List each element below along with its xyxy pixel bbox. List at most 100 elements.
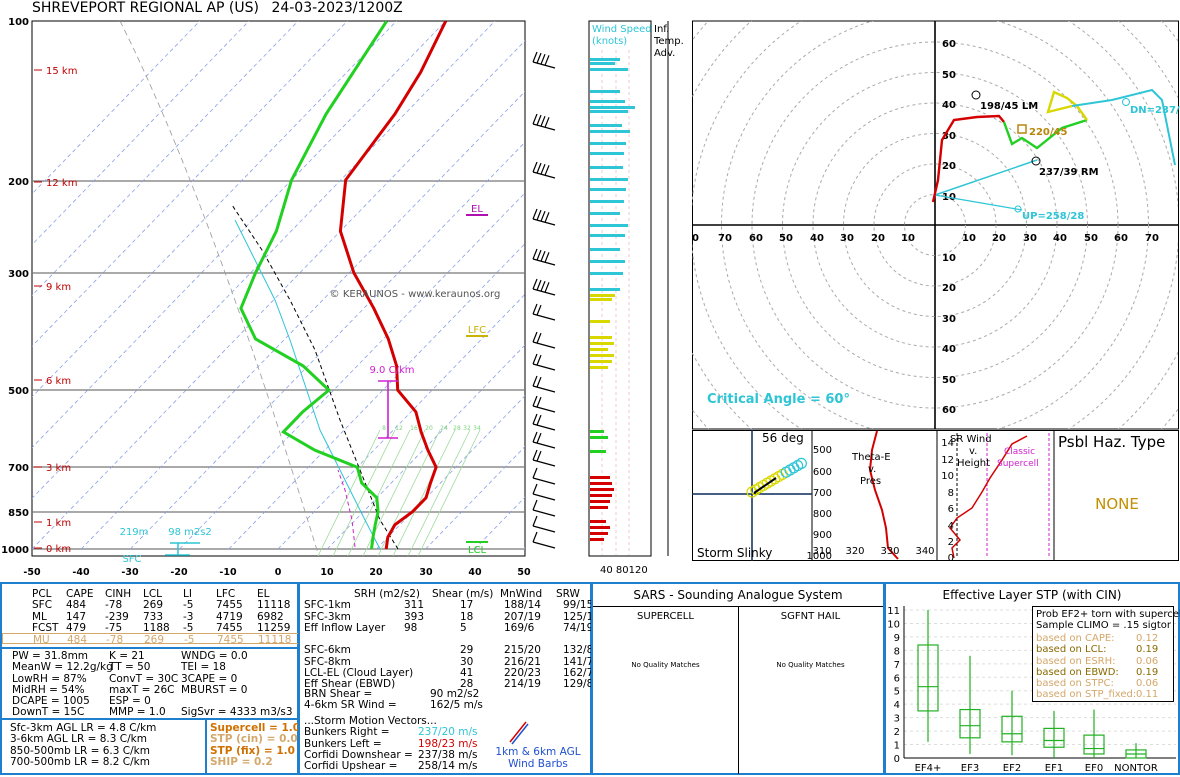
svg-text:4: 4 [948, 521, 954, 532]
lapse-bracket [378, 380, 398, 439]
hodo-trace-9-12km [1071, 88, 1176, 166]
svg-text:32: 32 [463, 425, 471, 432]
wind-barb-flag [532, 303, 538, 315]
svg-text:50: 50 [942, 375, 956, 386]
rm-label: 237/39 RM [1039, 167, 1099, 178]
kinematic-table: SRH (m2/s2) Shear (m/s) MnWind SRW SFC-1… [304, 588, 600, 691]
svg-text:1: 1 [894, 741, 900, 752]
wind-barb-flag [536, 162, 542, 174]
wind-speed-bar [590, 520, 606, 523]
svg-text:20: 20 [942, 161, 956, 172]
wind-barb-flag [532, 161, 538, 173]
wind-barb-flag [536, 414, 542, 426]
wind-speed-bar [590, 476, 610, 479]
kinematic-row: SFC-8km 30 216/21 141/7 [304, 655, 594, 668]
wind-barb-flag [532, 483, 538, 495]
wind-barb-flag [536, 376, 542, 388]
wind-barb-flag [540, 115, 546, 127]
wind-speed-bar [590, 500, 610, 503]
up-label: UP=258/28 [1022, 211, 1084, 222]
parcel-row: SFC 484 -78 269 -5 7455 11118 [32, 599, 291, 612]
stp-box [959, 708, 981, 739]
prob-row: based on ESRH: 0.06 [1036, 655, 1159, 667]
sars-hail-matches: No Quality Matches [776, 661, 845, 669]
svg-text:0 km: 0 km [46, 544, 71, 555]
kinematic-row: SFC-3km 393 18 207/19 125/10 [304, 610, 600, 623]
svg-text:Classic: Classic [1004, 447, 1035, 457]
station-title: SHREVEPORT REGIONAL AP (US) 24-03-2023/1… [32, 0, 403, 16]
wind-barb-flag [536, 450, 542, 462]
wind-barb-flag [536, 52, 542, 64]
sars-title: SARS - Sounding Analogue System [633, 588, 843, 602]
wind-barb-flag [532, 413, 538, 425]
stp-category: EF4+ [915, 763, 942, 774]
wind-barb-flag [532, 331, 538, 343]
svg-text:10: 10 [901, 233, 915, 244]
wind-speed-bar [590, 506, 608, 509]
hodo-trace-0-3km [931, 114, 1005, 203]
parcel-table: PCL CAPE CINH LCL LI LFC EL SFC 484 -78 269… [2, 588, 299, 646]
temp-adv-title-2: Temp. [653, 36, 684, 47]
lm-marker [971, 90, 981, 100]
wind-speed-units: (knots) [592, 36, 627, 47]
svg-text:24: 24 [440, 425, 448, 432]
svg-text:-40: -40 [72, 567, 90, 578]
svg-text:-20: -20 [170, 567, 188, 578]
prob-row: based on STPC: 0.06 [1036, 678, 1159, 690]
wind-barbs-icon [509, 721, 529, 745]
svg-text:310: 310 [812, 546, 831, 557]
svg-text:3: 3 [894, 714, 900, 725]
svg-text:4: 4 [894, 700, 900, 711]
skewt-diagram: 100 200 300 500 700 850 1000 15 km 12 km… [1, 17, 556, 578]
hazard-value: NONE [1095, 495, 1139, 513]
brn-shear: BRN Shear = 90 m2/s2 4-6km SR Wind = 162/5… [304, 688, 483, 712]
svg-text:60: 60 [942, 39, 956, 50]
svg-text:3 km: 3 km [46, 463, 71, 474]
svg-text:300: 300 [8, 269, 29, 280]
wind-barb-flag [532, 449, 538, 461]
stp-category: EF1 [1045, 763, 1063, 774]
wind-barb [532, 509, 556, 517]
svg-text:1000: 1000 [1, 545, 29, 556]
downdraft-trace [337, 469, 356, 548]
wind-speed-bar [590, 294, 615, 297]
svg-text:Supercell: Supercell [997, 459, 1039, 469]
svg-text:800: 800 [813, 509, 832, 520]
stp-category: EF3 [961, 763, 979, 774]
wind-speed-bar [590, 178, 628, 181]
slinky-angle: 56 deg [762, 431, 804, 445]
indices-col2: K = 21 TT = 50 ConvT = 30C maxT = 26C ESP =… [109, 650, 179, 719]
theta-e-panel: 500 600 700 800 900 1000 Theta-E v. Pres 31… [807, 430, 935, 562]
thermo-panel: PCL CAPE CINH LCL LI LFC EL SFC 484 -78 269… [0, 582, 301, 775]
wind-barb-flag [536, 304, 542, 316]
svg-text:30: 30 [942, 314, 956, 325]
svg-text:12 km: 12 km [46, 178, 77, 189]
wind-speed-bar [590, 342, 614, 345]
wind-barb-flag [532, 499, 538, 511]
mixing-ratio-labels: 8 12 16 20 24 28 32 34 [382, 425, 481, 432]
svg-text:200: 200 [8, 177, 29, 188]
svg-text:0: 0 [948, 553, 954, 562]
wind-speed-bar [590, 336, 612, 339]
wind-speed-bar [590, 224, 628, 227]
prob-box [1032, 606, 1174, 702]
wind-barb-flag [532, 375, 538, 387]
wind-speed-bar [590, 450, 606, 453]
wind-speed-bar [590, 360, 612, 363]
wind-speed-bar [590, 526, 610, 529]
svg-text:20: 20 [425, 425, 433, 432]
svg-text:7: 7 [894, 660, 900, 671]
wind-barb [532, 363, 556, 371]
parcel-table-header: PCL CAPE CINH LCL LI LFC EL [32, 588, 270, 600]
temp-adv-title-3: Adv. [654, 48, 675, 59]
wind-barb-flag [536, 209, 542, 221]
wind-speed-bar [590, 366, 608, 369]
wind-barb-flag [532, 395, 538, 407]
wind-speed-bar [590, 188, 626, 191]
wind-speed-bar [590, 212, 620, 215]
prob-row: based on EBWD: 0.19 [1036, 666, 1159, 678]
svg-text:16: 16 [410, 425, 418, 432]
svg-text:60: 60 [749, 233, 763, 244]
wind-barb-flag [532, 51, 538, 63]
svg-text:900: 900 [813, 530, 832, 541]
